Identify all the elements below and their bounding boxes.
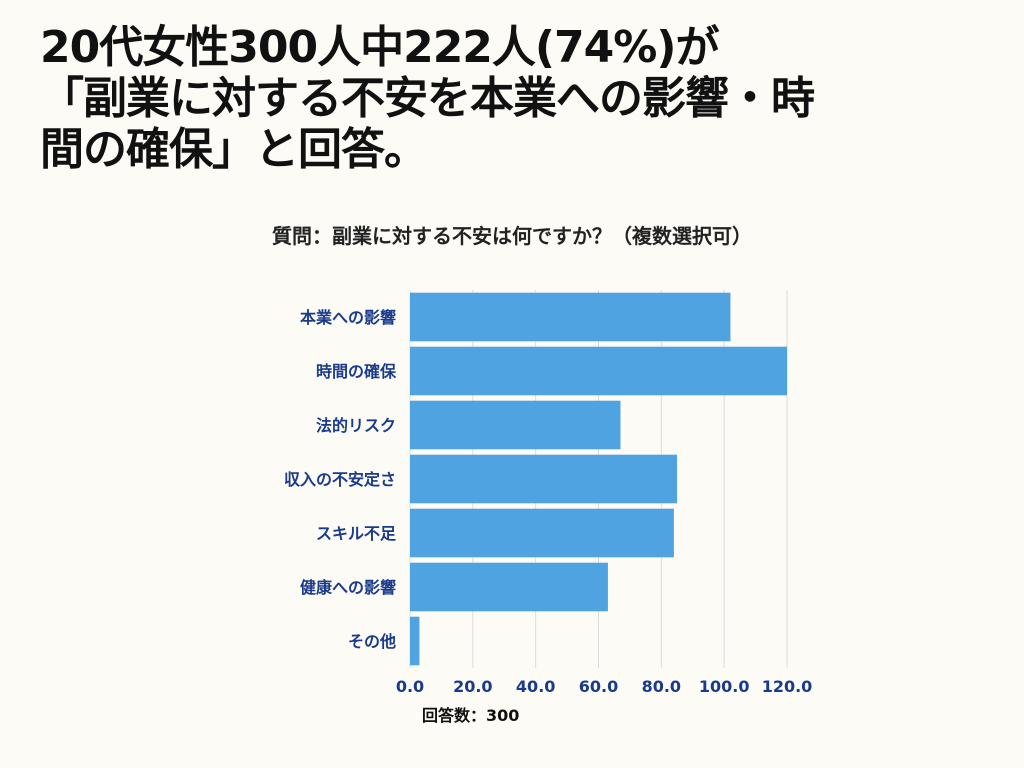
bar: [410, 562, 608, 612]
headline: 20代女性300人中222人(74%)が 「副業に対する不安を本業への影響・時 …: [40, 22, 1000, 175]
response-count: 回答数：300: [422, 706, 519, 725]
x-tick-label: 120.0: [762, 677, 813, 696]
bar: [410, 292, 731, 342]
x-axis-ticks: 0.0 20.0 40.0 60.0 80.0 100.0 120.0: [396, 677, 812, 696]
x-tick-label: 20.0: [453, 677, 492, 696]
x-tick-label: 60.0: [579, 677, 618, 696]
headline-line-2: 「副業に対する不安を本業への影響・時: [40, 73, 815, 124]
headline-line-1: 20代女性300人中222人(74%)が: [40, 22, 719, 73]
bar: [410, 346, 787, 396]
chart-title: 質問：副業に対する不安は何ですか？（複数選択可）: [272, 224, 752, 248]
category-label: 健康への影響: [300, 578, 396, 597]
x-tick-label: 0.0: [396, 677, 424, 696]
bar: [410, 508, 674, 558]
category-label: 時間の確保: [316, 362, 397, 381]
x-tick-label: 80.0: [642, 677, 681, 696]
category-label: 収入の不安定さ: [284, 470, 396, 489]
category-label: スキル不足: [316, 524, 397, 543]
bar: [410, 616, 420, 666]
bar: [410, 454, 678, 504]
headline-line-3: 間の確保」と回答。: [40, 124, 428, 175]
category-label: その他: [348, 632, 396, 651]
x-tick-label: 40.0: [516, 677, 555, 696]
category-label: 法的リスク: [316, 416, 396, 435]
x-tick-label: 100.0: [699, 677, 750, 696]
bar: [410, 400, 621, 450]
category-label: 本業への影響: [300, 308, 396, 327]
bars: [410, 292, 787, 666]
